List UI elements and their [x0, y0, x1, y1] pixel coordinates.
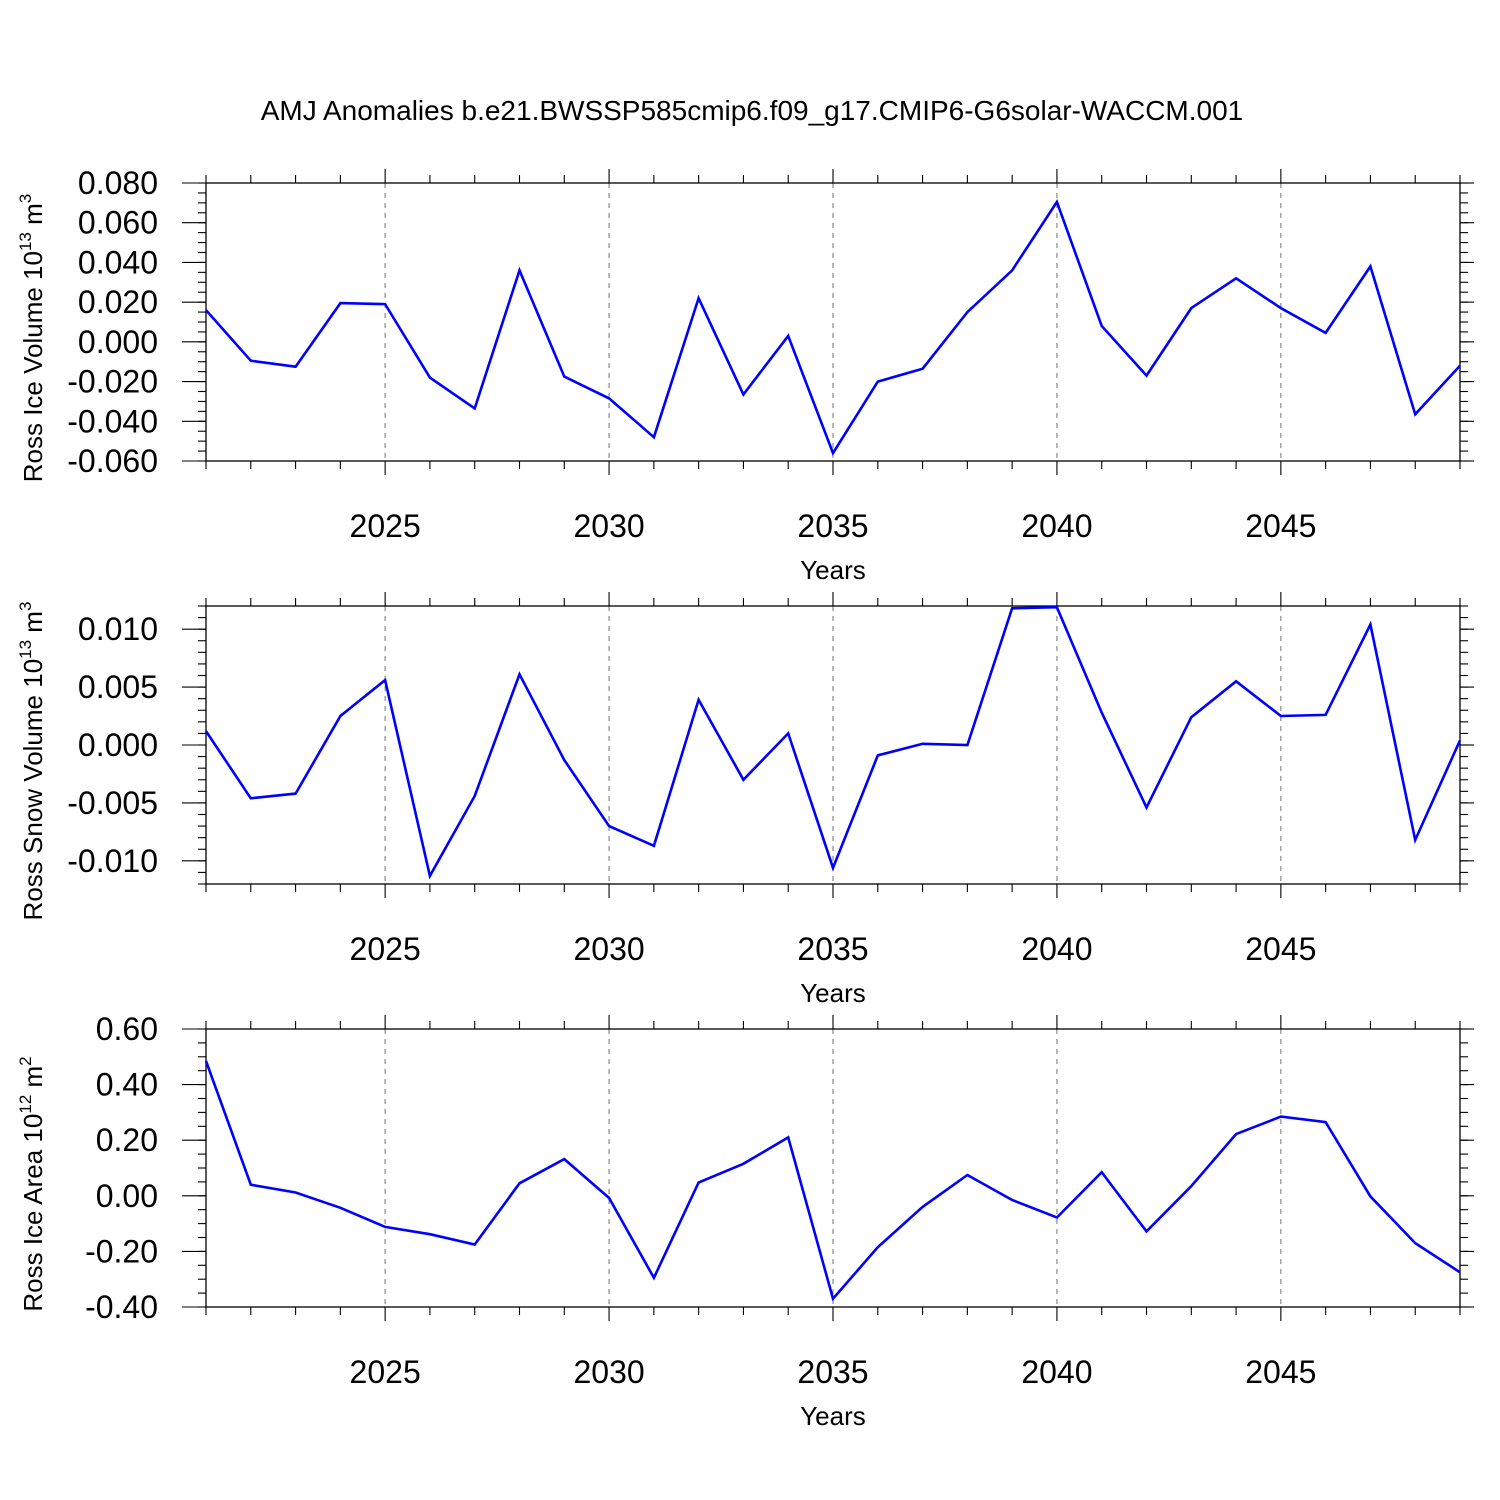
y-axis-title-unit: m [18, 203, 48, 232]
x-tick-label: 2025 [350, 1354, 421, 1390]
panel-2: -0.010 -0.005 0.000 0.005 0.010 2025 2030 2035 2… [16, 592, 1474, 1008]
x-tick-label: 2035 [797, 508, 868, 544]
x-tick-label: 2030 [573, 508, 644, 544]
x-tick-label: 2040 [1021, 931, 1092, 967]
y-axis-title-exponent: 13 [16, 640, 35, 659]
y-tick-label: 0.60 [96, 1011, 158, 1047]
y-axis-title-text: Ross Snow Volume 10 [18, 659, 48, 921]
y-axis-title-unit-exponent: 3 [16, 194, 35, 203]
y-axis-title-exponent: 13 [16, 232, 35, 251]
x-tick-label: 2030 [573, 1354, 644, 1390]
y-axis-title-unit: m [18, 1066, 48, 1095]
y-tick-label: 0.060 [78, 205, 158, 241]
y-tick-label: -0.010 [67, 843, 158, 879]
panel-3: -0.40 -0.20 0.00 0.20 0.40 0.60 2025 2030 2035 20… [16, 1011, 1474, 1431]
y-axis-title: Ross Ice Volume 1013 m3 [16, 194, 48, 483]
y-tick-label: -0.020 [67, 364, 158, 400]
y-axis-title: Ross Ice Area 1012 m2 [16, 1056, 48, 1311]
y-axis-title: Ross Snow Volume 1013 m3 [16, 602, 48, 921]
series-line [204, 605, 1462, 880]
y-axis-title-unit: m [18, 611, 48, 640]
y-tick-label: -0.20 [85, 1233, 158, 1269]
series-line [205, 199, 1461, 457]
x-tick-label: 2025 [350, 931, 421, 967]
y-tick-label: 0.20 [96, 1122, 158, 1158]
y-tick-label: -0.40 [85, 1289, 158, 1325]
x-tick-label: 2040 [1021, 508, 1092, 544]
y-tick-label: 0.005 [78, 669, 158, 705]
y-tick-label: 0.40 [96, 1067, 158, 1103]
y-tick-label: 0.000 [78, 727, 158, 763]
x-tick-label: 2030 [573, 931, 644, 967]
y-tick-label: -0.005 [67, 785, 158, 821]
y-tick-label: 0.010 [78, 611, 158, 647]
x-tick-label: 2035 [797, 931, 868, 967]
x-tick-label: 2045 [1245, 508, 1316, 544]
chart-title: AMJ Anomalies b.e21.BWSSP585cmip6.f09_g1… [261, 95, 1244, 126]
y-axis-title-text: Ross Ice Volume 10 [18, 251, 48, 482]
y-tick-label: 0.020 [78, 284, 158, 320]
x-tick-label: 2045 [1245, 931, 1316, 967]
x-axis-title: Years [800, 978, 866, 1008]
x-tick-label: 2035 [797, 1354, 868, 1390]
y-tick-label: -0.040 [67, 403, 158, 439]
x-axis-title: Years [800, 1401, 866, 1431]
series-line [204, 1060, 1461, 1302]
y-axis-title-unit-exponent: 3 [16, 602, 35, 611]
y-axis-title-exponent: 12 [16, 1095, 35, 1114]
x-tick-label: 2025 [350, 508, 421, 544]
y-axis-title-text: Ross Ice Area 10 [18, 1114, 48, 1312]
y-axis-title-unit-exponent: 2 [16, 1056, 35, 1065]
x-tick-label: 2045 [1245, 1354, 1316, 1390]
x-axis-title: Years [800, 555, 866, 585]
y-tick-label: 0.00 [96, 1178, 158, 1214]
y-tick-label: 0.040 [78, 244, 158, 280]
x-tick-label: 2040 [1021, 1354, 1092, 1390]
y-tick-label: -0.060 [67, 443, 158, 479]
y-tick-label: 0.080 [78, 165, 158, 201]
y-tick-label: 0.000 [78, 324, 158, 360]
